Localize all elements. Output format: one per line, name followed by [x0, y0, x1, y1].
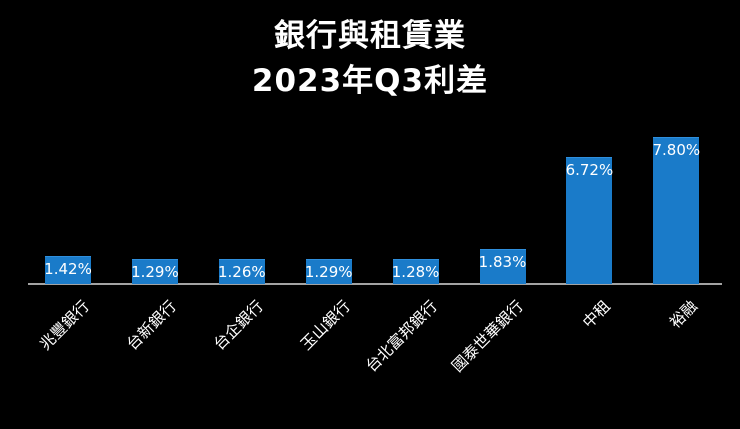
- bar: [131, 259, 178, 284]
- bar-value-label: 7.80%: [652, 141, 701, 159]
- category-label: 裕融: [666, 297, 702, 332]
- category-label: 台企銀行: [210, 297, 267, 354]
- bar-value-label: 1.26%: [217, 263, 266, 281]
- bar-value-label: 1.29%: [304, 263, 353, 281]
- bar: [218, 259, 265, 284]
- category-label: 台新銀行: [123, 297, 180, 354]
- bar-value-label: 1.28%: [391, 263, 440, 281]
- category-label: 玉山銀行: [296, 297, 354, 354]
- chart-title-line1: 銀行與租賃業: [274, 18, 466, 54]
- bar: [45, 256, 91, 284]
- bar: [305, 259, 352, 284]
- bar: [566, 157, 613, 284]
- bar-value-label: 1.42%: [44, 260, 92, 278]
- category-label: 中租: [579, 297, 615, 332]
- x-axis-line: [28, 283, 722, 285]
- bar: [653, 137, 700, 284]
- bar-value-label: 1.83%: [478, 253, 527, 271]
- bar-value-label: 6.72%: [565, 161, 614, 179]
- category-label: 兆豐銀行: [36, 297, 93, 354]
- bar-value-label: 1.29%: [131, 263, 179, 281]
- bar: [392, 259, 439, 284]
- chart-title-line2: 2023年Q3利差: [251, 63, 489, 99]
- category-label: 台北富邦銀行: [361, 297, 441, 376]
- bar: [479, 249, 526, 284]
- chart-title: 銀行與租賃業 2023年Q3利差: [0, 14, 740, 104]
- category-label: 國泰世華銀行: [448, 297, 528, 376]
